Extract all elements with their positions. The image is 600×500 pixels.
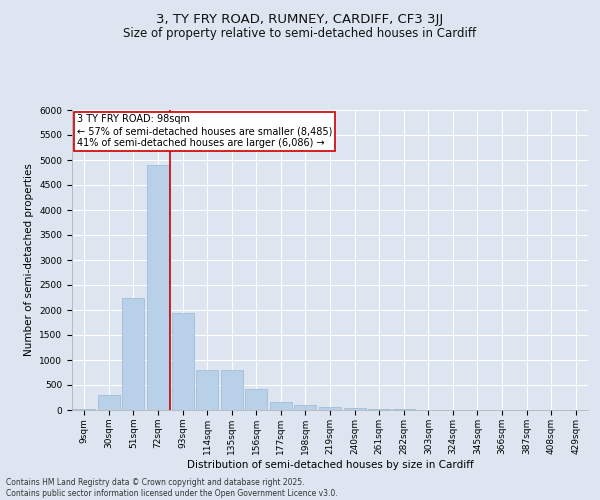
Text: Size of property relative to semi-detached houses in Cardiff: Size of property relative to semi-detach… — [124, 28, 476, 40]
Bar — [270, 402, 292, 410]
Bar — [245, 389, 268, 410]
Bar — [221, 370, 243, 410]
Bar — [344, 408, 365, 410]
Bar — [122, 298, 145, 410]
Text: 3, TY FRY ROAD, RUMNEY, CARDIFF, CF3 3JJ: 3, TY FRY ROAD, RUMNEY, CARDIFF, CF3 3JJ — [157, 12, 443, 26]
Bar — [196, 370, 218, 410]
Bar — [295, 404, 316, 410]
Bar — [172, 312, 194, 410]
Bar — [319, 407, 341, 410]
Text: Contains HM Land Registry data © Crown copyright and database right 2025.
Contai: Contains HM Land Registry data © Crown c… — [6, 478, 338, 498]
Bar — [368, 409, 390, 410]
Text: 3 TY FRY ROAD: 98sqm
← 57% of semi-detached houses are smaller (8,485)
41% of se: 3 TY FRY ROAD: 98sqm ← 57% of semi-detac… — [77, 114, 332, 148]
Y-axis label: Number of semi-detached properties: Number of semi-detached properties — [24, 164, 34, 356]
X-axis label: Distribution of semi-detached houses by size in Cardiff: Distribution of semi-detached houses by … — [187, 460, 473, 469]
Bar — [73, 408, 95, 410]
Bar — [98, 395, 120, 410]
Bar — [147, 165, 169, 410]
